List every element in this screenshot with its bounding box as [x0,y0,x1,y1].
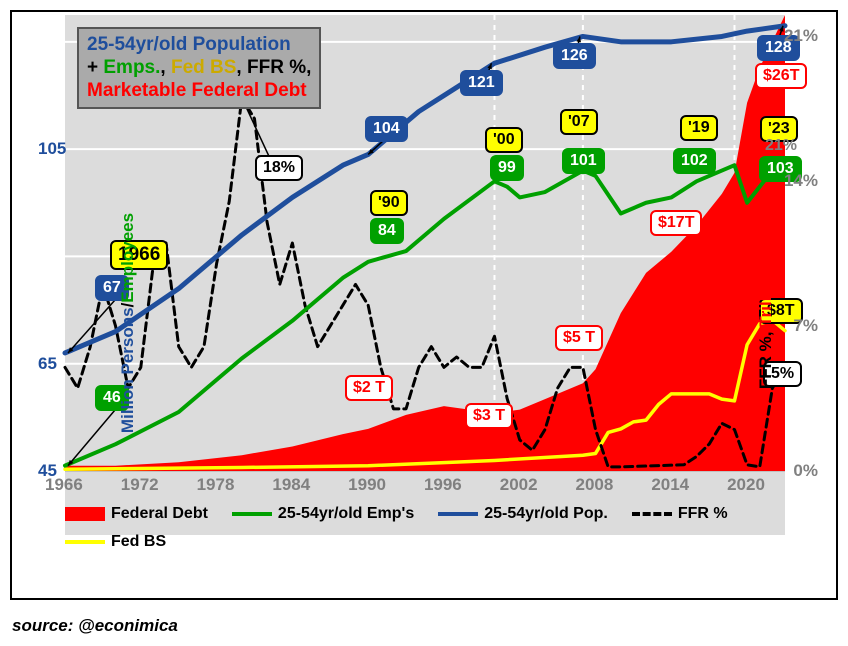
x-tick: 2014 [651,475,689,495]
callout-label: 99 [490,155,524,181]
callout-label: 101 [562,148,605,174]
title-c2: , [236,57,247,78]
title-ffr: FFR % [247,57,306,78]
y-right-tick: 21% [784,26,818,46]
callout-label: 84 [370,218,404,244]
x-tick: 1978 [197,475,235,495]
legend-label: Federal Debt [111,505,208,523]
callout-label: '00 [485,127,523,153]
x-tick: 1966 [45,475,83,495]
callout-label: '19 [680,115,718,141]
chart-frame: 25-54yr/old Population + Emps., Fed BS, … [0,0,848,646]
callout-label: 102 [673,148,716,174]
y-left-emp: Employees [118,213,137,303]
legend-item: FFR % [632,501,728,527]
legend-label: 25-54yr/old Emp's [278,505,414,523]
x-tick: 1996 [424,475,462,495]
title-population: 25-54yr/old Population [87,34,291,55]
x-tick: 2002 [500,475,538,495]
title-c3: , [306,57,311,78]
y-right-debt: Trillion $ [756,257,775,327]
callout-label: 121 [460,70,503,96]
legend-label: 25-54yr/old Pop. [484,505,608,523]
y-left-slash: / [118,303,137,308]
title-box: 25-54yr/old Population + Emps., Fed BS, … [77,27,321,109]
legend-swatch [438,512,478,516]
title-plus: + [87,57,103,78]
legend-swatch [232,512,272,516]
callout-label: 21% [765,137,797,155]
callout-label: 18% [255,155,303,181]
source-text: source: @econimica [12,616,178,636]
title-debt: Marketable Federal Debt [87,80,307,101]
legend-item: Fed BS [65,529,166,555]
legend-item: Federal Debt [65,501,208,527]
x-tick: 1972 [121,475,159,495]
y-left-tick: 105 [38,139,66,159]
y-left-tick: 65 [38,354,57,374]
legend-item: 25-54yr/old Emp's [232,501,414,527]
plot-area: 25-54yr/old Population + Emps., Fed BS, … [65,15,785,535]
legend-label: FFR % [678,505,728,523]
y-right-ffr: FFR % [756,336,775,389]
callout-label: $5 T [555,325,603,351]
x-tick: 1984 [272,475,310,495]
legend-label: Fed BS [111,533,166,551]
x-tick: 2008 [576,475,614,495]
callout-label: '07 [560,109,598,135]
title-fedbs: Fed BS [171,57,236,78]
title-emps: Emps. [103,57,160,78]
legend-swatch [65,540,105,544]
x-tick: 2020 [727,475,765,495]
legend: Federal Debt 25-54yr/old Emp's 25-54yr/old… [65,499,785,555]
callout-label: '90 [370,190,408,216]
legend-swatch [65,507,105,521]
y-right-tick: 0% [793,461,818,481]
legend-item: 25-54yr/old Pop. [438,501,608,527]
callout-label: 126 [553,43,596,69]
legend-swatch [632,512,672,516]
callout-label: $2 T [345,375,393,401]
y-right-tick: 14% [784,171,818,191]
callout-label: $3 T [465,403,513,429]
y-left-persons: Million Persons [118,307,137,433]
y-right-tick: 7% [793,316,818,336]
x-tick: 1990 [348,475,386,495]
callout-label: $26T [755,63,807,89]
callout-label: 104 [365,116,408,142]
y-left-axis-label: Million Persons/Employees [118,213,138,433]
title-c1: , [160,57,171,78]
callout-label: $17T [650,210,702,236]
y-right-axis-label: FFR %, Trillion $ [756,257,776,389]
